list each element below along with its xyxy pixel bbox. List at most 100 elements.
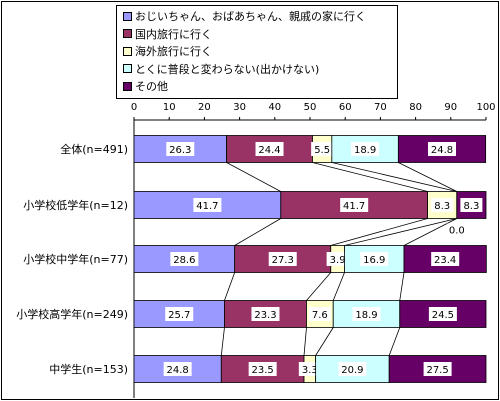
legend-label: その他 xyxy=(135,80,168,93)
x-tick-label: 60 xyxy=(339,102,352,113)
legend-swatch xyxy=(123,11,132,21)
series-line xyxy=(234,218,281,246)
series-line xyxy=(312,162,428,192)
legend-label: とくに普段と変わらない(出かけない) xyxy=(135,62,320,76)
data-label-bg xyxy=(460,198,483,212)
data-label: 24.8 xyxy=(167,365,189,376)
x-tick-label: 0 xyxy=(131,102,137,113)
series-line xyxy=(226,162,281,192)
data-label-bg xyxy=(166,142,195,156)
extra-label-bg xyxy=(446,223,467,236)
series-line xyxy=(388,327,401,356)
series-line xyxy=(344,218,457,246)
data-label-bg xyxy=(308,307,331,321)
data-label: 3.3 xyxy=(302,365,318,376)
data-label: 3.9 xyxy=(330,255,346,266)
x-tick-label: 100 xyxy=(476,102,495,113)
legend-item: 海外旅行に行く xyxy=(123,43,212,59)
data-label: 27.3 xyxy=(272,255,294,266)
data-label-bg xyxy=(352,307,381,321)
data-label: 23.3 xyxy=(254,310,276,321)
category-label: 小学校低学年(n=12) xyxy=(23,198,128,212)
data-label: 5.5 xyxy=(314,145,330,156)
data-label-bg xyxy=(326,252,349,266)
data-label: 41.7 xyxy=(343,201,365,212)
legend-swatch xyxy=(123,46,132,56)
data-label-bg xyxy=(165,307,194,321)
data-label-bg xyxy=(431,252,460,266)
category-label: 小学校中学年(n=77) xyxy=(23,252,128,266)
data-label: 16.9 xyxy=(363,255,385,266)
data-label: 28.6 xyxy=(173,255,195,266)
data-label: 25.7 xyxy=(168,310,190,321)
x-tick-label: 20 xyxy=(198,102,211,113)
data-label: 24.8 xyxy=(431,145,453,156)
x-tick-label: 30 xyxy=(233,102,246,113)
legend-label: 海外旅行に行く xyxy=(135,45,212,58)
data-label-bg xyxy=(255,142,284,156)
legend-swatch xyxy=(123,81,132,91)
data-label-bg xyxy=(428,142,456,156)
data-label: 24.4 xyxy=(258,145,280,156)
x-tick-label: 10 xyxy=(163,102,176,113)
data-label: 23.4 xyxy=(434,255,456,266)
data-label: 20.9 xyxy=(341,365,363,376)
data-label: 8.3 xyxy=(463,201,479,212)
data-label-bg xyxy=(431,198,454,212)
data-label-bg xyxy=(193,198,222,212)
extra-label: 0.0 xyxy=(449,226,465,237)
data-label: 18.9 xyxy=(355,310,377,321)
x-tick-label: 70 xyxy=(374,102,387,113)
category-label: 中学生(n=153) xyxy=(49,362,128,376)
legend-item: 国内旅行に行く xyxy=(123,26,212,42)
legend-item: その他 xyxy=(123,78,168,94)
series-line xyxy=(332,272,345,301)
data-label-bg xyxy=(163,362,192,376)
data-label-bg xyxy=(170,252,199,266)
series-line xyxy=(403,218,457,246)
series-line xyxy=(399,272,405,301)
legend-item: おじいちゃん、おばあちゃん、親戚の家に行く xyxy=(123,8,366,24)
data-label: 26.3 xyxy=(169,145,191,156)
data-label-bg xyxy=(268,252,297,266)
category-label: 全体(n=491) xyxy=(60,142,128,156)
data-label-bg xyxy=(340,198,369,212)
legend-swatch xyxy=(123,29,132,38)
legend-label: おじいちゃん、おばあちゃん、親戚の家に行く xyxy=(135,10,366,23)
legend-swatch xyxy=(123,64,132,73)
data-label-bg xyxy=(351,142,380,156)
x-tick-label: 40 xyxy=(268,102,281,113)
data-label-bg xyxy=(428,307,457,321)
data-label-bg xyxy=(423,362,452,376)
data-label: 18.9 xyxy=(354,145,376,156)
x-tick-label: 90 xyxy=(444,102,457,113)
category-label: 小学校高学年(n=249) xyxy=(16,307,128,321)
data-label-bg xyxy=(360,252,389,266)
data-label-bg xyxy=(248,362,277,376)
series-line xyxy=(331,162,457,192)
data-label-bg xyxy=(251,307,280,321)
data-label: 8.3 xyxy=(434,201,450,212)
x-tick-label: 80 xyxy=(409,102,422,113)
data-label: 7.6 xyxy=(312,310,328,321)
bar-segment xyxy=(315,355,390,383)
data-label: 41.7 xyxy=(196,201,218,212)
series-line xyxy=(220,327,225,356)
bar-segment xyxy=(226,135,313,163)
series-line xyxy=(398,162,457,192)
data-label-bg xyxy=(311,142,334,156)
x-tick-label: 50 xyxy=(304,102,317,113)
data-label-bg xyxy=(338,362,367,376)
data-label: 27.5 xyxy=(426,365,448,376)
data-label: 23.5 xyxy=(252,365,274,376)
legend-label: 国内旅行に行く xyxy=(135,27,212,41)
series-line xyxy=(315,327,334,356)
series-line xyxy=(224,272,236,301)
bar-segment xyxy=(133,300,225,328)
data-label: 24.5 xyxy=(432,310,454,321)
series-line xyxy=(306,272,332,301)
series-line xyxy=(330,218,428,246)
legend: おじいちゃん、おばあちゃん、親戚の家に行く 国内旅行に行く 海外旅行に行くとくに普段… xyxy=(116,5,398,99)
